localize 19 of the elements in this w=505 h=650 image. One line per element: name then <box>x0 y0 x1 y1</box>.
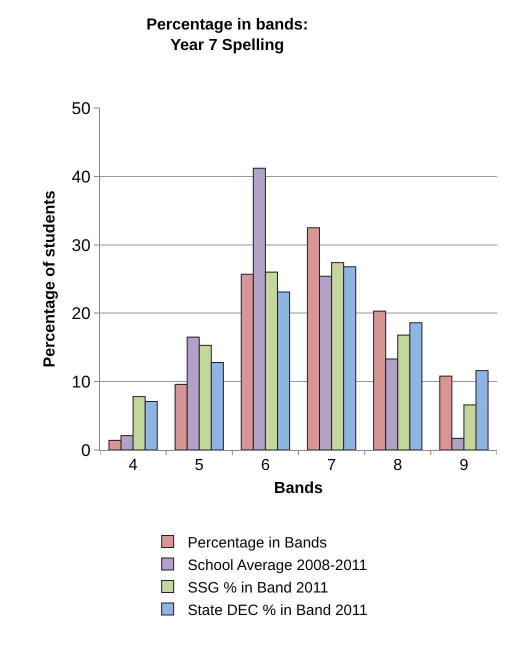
legend-label: State DEC % in Band 2011 <box>188 602 368 619</box>
chart-title: Percentage in bands: Year 7 Spelling <box>146 16 308 54</box>
x-tick-label: 5 <box>194 457 204 474</box>
x-tick-label: 9 <box>459 457 468 474</box>
y-tick-label: 30 <box>72 236 91 255</box>
y-tick-label: 10 <box>72 372 91 392</box>
y-tick-label: 20 <box>72 304 91 324</box>
legend-label: SSG % in Band 2011 <box>188 579 328 596</box>
y-tick-label: 0 <box>81 440 91 460</box>
y-axis-title: Percentage of students <box>42 190 59 368</box>
x-axis-title: Bands <box>274 480 324 497</box>
x-tick-label: 4 <box>128 457 138 474</box>
legend-label: School Average 2008-2011 <box>188 556 368 574</box>
x-tick-label: 7 <box>327 457 336 474</box>
legend-label: Percentage in Bands <box>188 534 327 552</box>
y-tick-label: 50 <box>72 98 91 118</box>
x-tick-label: 6 <box>260 457 270 474</box>
y-tick-label: 40 <box>72 167 91 186</box>
x-tick-label: 8 <box>393 457 402 474</box>
